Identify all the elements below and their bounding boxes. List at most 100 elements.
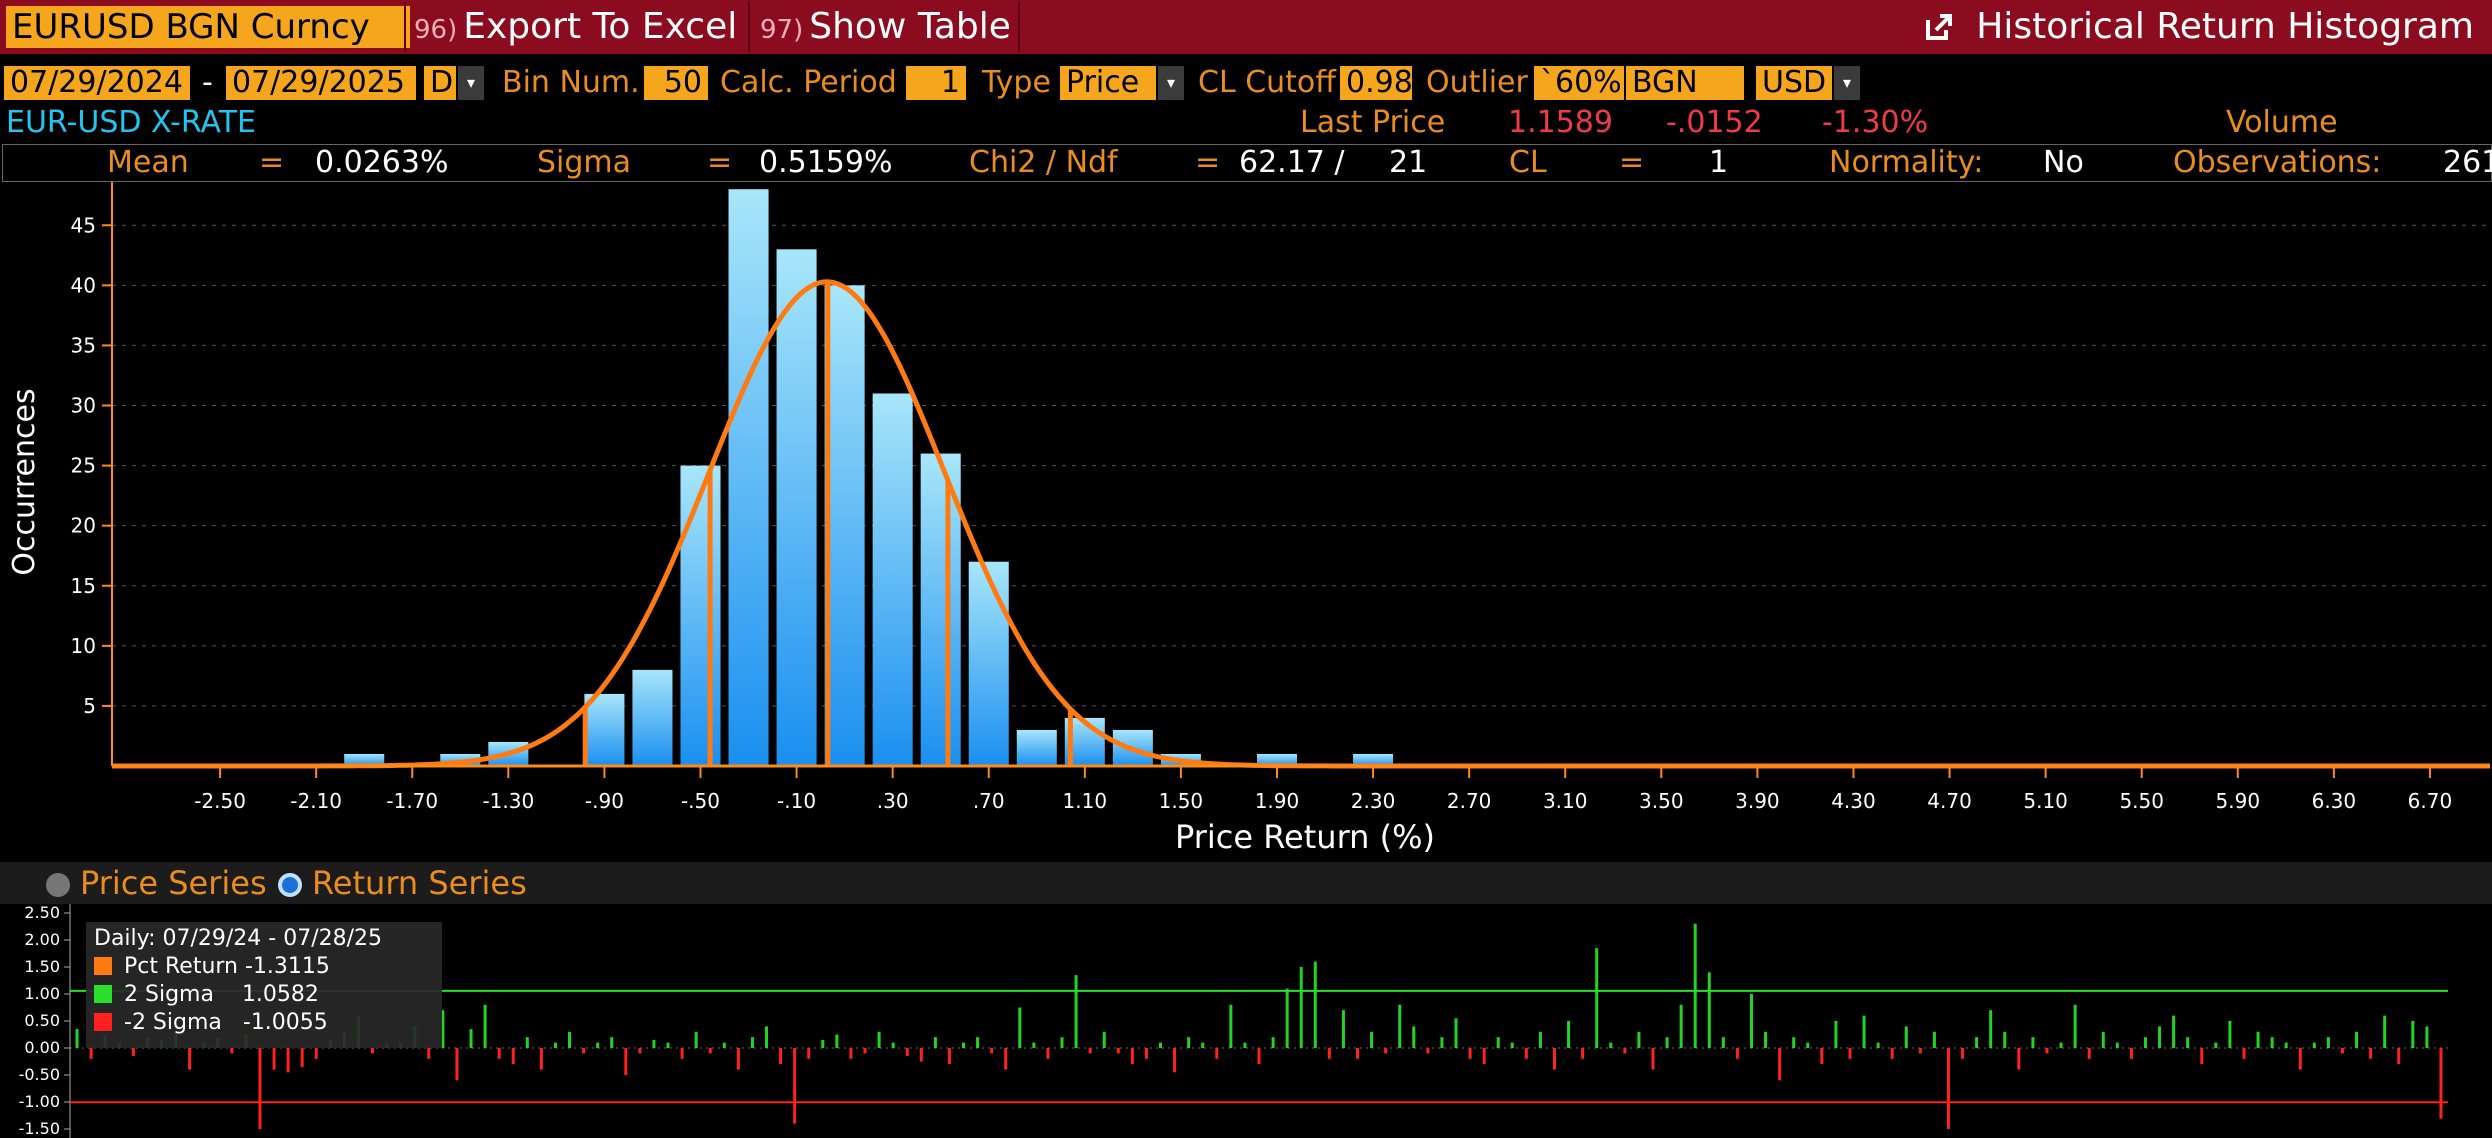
x-tick-label: 6.30 — [2312, 789, 2357, 813]
security-ticker[interactable]: EURUSD BGN Curncy — [6, 6, 410, 48]
calc-period-label: Calc. Period — [720, 65, 897, 100]
normality-label: Normality: — [1829, 145, 1984, 180]
histogram-bar — [1256, 753, 1297, 766]
header-separator — [1018, 2, 1020, 52]
end-date-field[interactable]: 07/29/2025 — [226, 66, 416, 100]
cl-equals: = — [1619, 145, 1645, 180]
cl-cutoff-field[interactable]: 0.98 — [1340, 66, 1413, 100]
export-excel-button[interactable]: 96) Export To Excel — [414, 6, 737, 48]
outlier-field[interactable]: `60% — [1534, 66, 1624, 100]
histogram-bar — [584, 693, 625, 766]
x-tick-label: 1.10 — [1063, 789, 1108, 813]
series-toggle: Price Series Return Series — [0, 862, 2492, 904]
legend-upper-sigma: 2 Sigma 1.0582 — [94, 982, 319, 1008]
x-tick-label: 3.50 — [1639, 789, 1684, 813]
radio-on-icon — [278, 873, 302, 897]
x-tick-label: -2.50 — [194, 789, 246, 813]
mean-label: Mean — [107, 145, 189, 180]
type-dropdown[interactable]: ▾ — [1158, 66, 1184, 100]
legend-up-label: 2 Sigma — [124, 982, 214, 1007]
chevron-down-icon: ▾ — [1166, 73, 1176, 92]
y-tick-label: 30 — [71, 394, 96, 418]
series-tick-label: -1.00 — [19, 1092, 60, 1111]
mean-equals: = — [259, 145, 285, 180]
type-field[interactable]: Price — [1060, 66, 1156, 100]
x-tick-label: 4.70 — [1927, 789, 1972, 813]
y-tick-label: 10 — [71, 634, 96, 658]
series-tick-label: 2.50 — [24, 904, 60, 922]
series-tick-label: 0.00 — [24, 1038, 60, 1057]
source-field[interactable]: BGN — [1626, 66, 1744, 100]
histogram-bar — [344, 753, 385, 766]
start-date-field[interactable]: 07/29/2024 — [4, 66, 190, 100]
show-table-button[interactable]: 97) Show Table — [760, 6, 1011, 48]
red-swatch-icon — [94, 1013, 112, 1031]
histogram-bar — [680, 465, 721, 766]
x-axis-title: Price Return (%) — [1175, 818, 1435, 856]
calc-period-field[interactable]: 1 — [906, 66, 966, 100]
export-excel-label: Export To Excel — [463, 6, 738, 47]
chart-axes: 5 10 15 20 25 30 35 40 45 -2.50 -2.10 -1.70 -1.30 -.9… — [71, 182, 2490, 813]
histogram-chart[interactable]: 5 10 15 20 25 30 35 40 45 -2.50 -2.10 -1.70 -1.30 -.9… — [0, 182, 2492, 862]
series-tick-label: -0.50 — [19, 1065, 60, 1084]
histogram-bar — [824, 285, 865, 766]
x-tick-label: 3.90 — [1735, 789, 1780, 813]
security-row: EUR-USD X-RATE Last Price 1.1589 -.0152 … — [0, 106, 2492, 142]
chi2-label: Chi2 / Ndf — [969, 145, 1118, 180]
x-tick-label: .30 — [877, 789, 909, 813]
legend-title: Daily: 07/29/24 - 07/28/25 — [94, 926, 383, 951]
x-tick-label: 1.50 — [1159, 789, 1204, 813]
external-link-icon — [1926, 14, 1953, 40]
price-series-radio[interactable]: Price Series — [46, 867, 267, 899]
y-tick-label: 5 — [83, 694, 96, 718]
return-series-label: Return Series — [312, 864, 527, 902]
x-tick-label: 2.30 — [1351, 789, 1396, 813]
frequency-dropdown[interactable]: ▾ — [458, 66, 484, 100]
x-tick-label: -.50 — [681, 789, 720, 813]
x-tick-label: 2.70 — [1447, 789, 1492, 813]
statistics-bar: Mean = 0.0263% Sigma = 0.5159% Chi2 / Nd… — [2, 144, 2492, 182]
sigma-markers — [582, 281, 1073, 766]
observations-label: Observations: — [2173, 145, 2382, 180]
date-separator: - — [202, 65, 213, 100]
legend-pct-value: -1.3115 — [245, 954, 330, 979]
chi2-value: 62.17 / — [1239, 145, 1345, 180]
histogram-bar — [872, 393, 913, 766]
x-tick-label: 6.70 — [2408, 789, 2453, 813]
series-bars — [75, 923, 2443, 1129]
currency-field[interactable]: USD — [1756, 66, 1832, 100]
x-tick-label: 5.10 — [2023, 789, 2068, 813]
cl-cutoff-label: CL Cutoff — [1198, 65, 1336, 100]
y-tick-label: 20 — [71, 514, 96, 538]
normal-fit-curve — [112, 279, 2490, 769]
function-title[interactable]: Historical Return Histogram — [1924, 6, 2474, 48]
green-swatch-icon — [94, 985, 112, 1003]
observations-value: 261 — [2443, 145, 2492, 180]
histogram-bar — [1016, 729, 1057, 766]
y-tick-label: 15 — [71, 574, 96, 598]
price-series-label: Price Series — [80, 864, 267, 902]
chevron-down-icon: ▾ — [466, 73, 476, 92]
series-tick-label: 0.50 — [24, 1011, 60, 1030]
header-separator — [748, 2, 750, 52]
ndf-value: 21 — [1389, 145, 1428, 180]
histogram-bar — [632, 669, 673, 766]
series-tick-label: 1.00 — [24, 984, 60, 1003]
series-tick-label: -1.50 — [19, 1119, 60, 1138]
sigma-equals: = — [707, 145, 733, 180]
x-tick-label: -.10 — [777, 789, 816, 813]
frequency-field[interactable]: D — [424, 66, 456, 100]
bin-num-label: Bin Num. — [502, 65, 640, 100]
chevron-down-icon: ▾ — [1842, 73, 1852, 92]
histogram-bars — [344, 189, 1394, 767]
last-price-label: Last Price — [1300, 105, 1446, 140]
cl-label: CL — [1509, 145, 1547, 180]
security-name: EUR-USD X-RATE — [6, 105, 256, 140]
legend-pct-label: Pct Return — [124, 954, 238, 979]
show-table-label: Show Table — [809, 6, 1011, 47]
return-series-chart[interactable]: 2.50 2.00 1.50 1.00 0.50 0.00 -0.50 -1.00 -1.50 — [0, 904, 2492, 1138]
bin-num-field[interactable]: 50 — [644, 66, 708, 100]
function-header: EURUSD BGN Curncy 96) Export To Excel 97)… — [0, 0, 2492, 54]
return-series-radio[interactable]: Return Series — [278, 867, 527, 899]
currency-dropdown[interactable]: ▾ — [1834, 66, 1860, 100]
